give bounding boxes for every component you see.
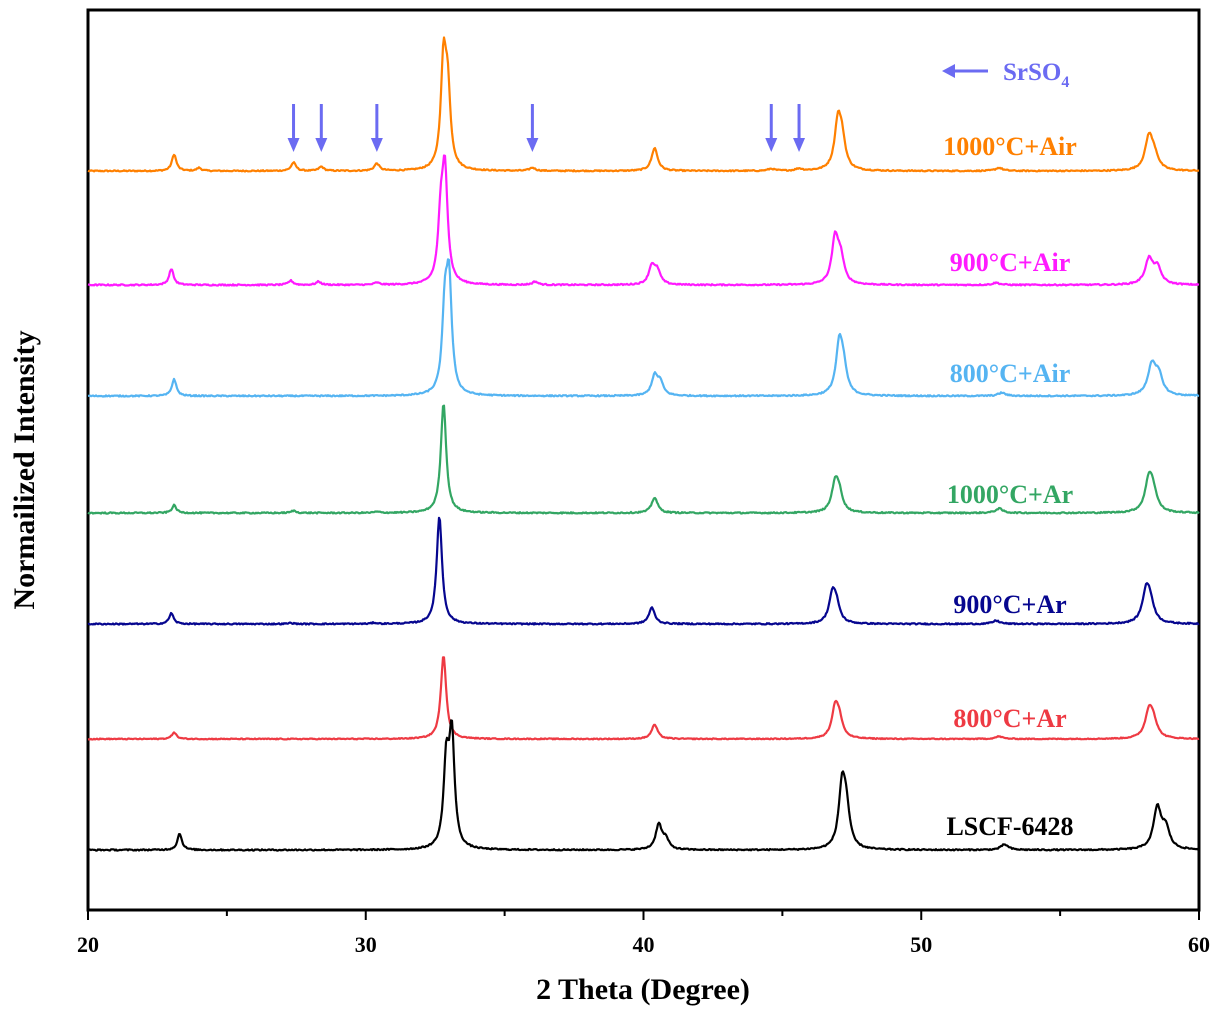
series-label: 900°C+Air xyxy=(950,248,1071,277)
x-tick-label: 20 xyxy=(77,932,99,957)
series-traces xyxy=(87,36,1200,852)
x-tick-label: 60 xyxy=(1188,932,1210,957)
sulfate-markers xyxy=(287,104,806,152)
legend-label: SrSO4 xyxy=(1003,59,1069,91)
series-line xyxy=(87,719,1200,852)
x-axis-title: 2 Theta (Degree) xyxy=(536,973,750,1006)
series-label: 1000°C+Air xyxy=(943,132,1077,161)
series-label: LSCF-6428 xyxy=(946,812,1073,841)
series-line xyxy=(87,404,1200,515)
sulfate-marker-head xyxy=(793,138,806,152)
sulfate-marker-head xyxy=(287,138,300,152)
series-label: 1000°C+Ar xyxy=(947,480,1073,509)
series-label: 800°C+Ar xyxy=(953,704,1066,733)
sulfate-marker-head xyxy=(765,138,778,152)
x-axis-ticks: 20 30 40 50 60 xyxy=(77,910,1210,957)
legend-arrow-head xyxy=(942,64,955,78)
series-line xyxy=(87,154,1200,287)
series-line xyxy=(87,36,1200,173)
series-line xyxy=(87,258,1200,398)
series-line xyxy=(87,516,1200,626)
y-axis-title: Normailized Intensity xyxy=(8,330,41,609)
series-label: 900°C+Ar xyxy=(953,590,1066,619)
series-label: 800°C+Air xyxy=(950,359,1071,388)
legend: SrSO4 xyxy=(942,59,1069,91)
x-tick-label: 30 xyxy=(355,932,377,957)
series-labels: 1000°C+Air 900°C+Air 800°C+Air 1000°C+Ar 900… xyxy=(943,132,1077,841)
sulfate-marker-head xyxy=(315,138,328,152)
series-line xyxy=(87,656,1200,741)
x-tick-label: 40 xyxy=(633,932,655,957)
sulfate-marker-head xyxy=(526,138,539,152)
sulfate-marker-head xyxy=(370,138,383,152)
x-tick-label: 50 xyxy=(910,932,932,957)
